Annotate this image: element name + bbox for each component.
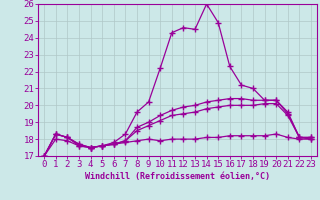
X-axis label: Windchill (Refroidissement éolien,°C): Windchill (Refroidissement éolien,°C) (85, 172, 270, 181)
